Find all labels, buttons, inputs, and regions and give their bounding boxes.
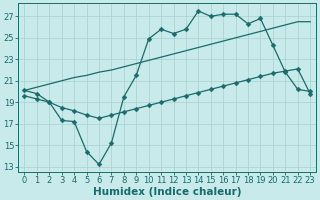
- X-axis label: Humidex (Indice chaleur): Humidex (Indice chaleur): [93, 187, 242, 197]
